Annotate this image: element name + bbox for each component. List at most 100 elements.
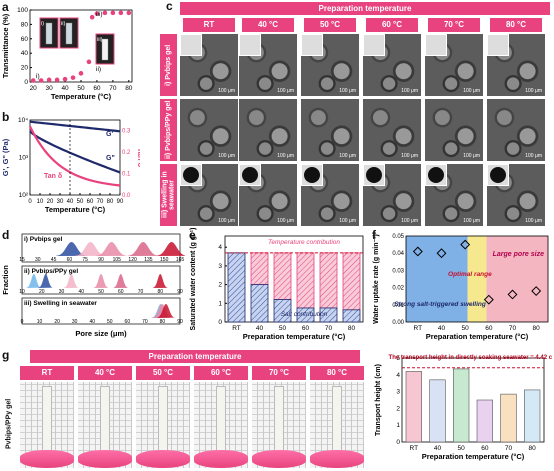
a-point — [102, 10, 108, 16]
c-scale-bar: 100 μm — [218, 88, 235, 94]
b-ylabel: G', G" (Pa) — [1, 138, 10, 176]
d-tick-label: 70 — [142, 319, 148, 325]
g-bar — [453, 368, 470, 443]
c-inset-photo — [180, 34, 202, 56]
d-tick-label: 135 — [144, 257, 153, 263]
g-column-header: 60 °C — [194, 366, 248, 380]
g-ytick-label: 3 — [396, 389, 400, 396]
d-tick-label: 60 — [125, 319, 131, 325]
a-point — [70, 75, 76, 80]
c-row-label: ii) Pvbips/PPy gel — [160, 99, 177, 161]
c-scale-bar: 100 μm — [277, 153, 294, 159]
e-ytick-label: 4 — [218, 244, 222, 251]
b-xtick-label: 70 — [97, 199, 104, 205]
b-ytick-left: 10⁴ — [18, 117, 28, 124]
b-xtick-label: 50 — [77, 199, 84, 205]
a-point — [54, 77, 60, 83]
c-inset-sample — [242, 167, 258, 183]
panel-b: b 0 10 20 30 40 50 60 70 80 90 10² 10³ 10⁴ 0.0 0.1 0.2 0… — [0, 110, 145, 225]
c-inset-photo — [425, 164, 447, 186]
d-tick-label: 10 — [37, 319, 43, 325]
d-tick-label: 75 — [82, 257, 88, 263]
panel-c: c Preparation temperature RT 40 °C 50 °C 60… — [140, 0, 554, 226]
d-tick-label: 120 — [128, 257, 137, 263]
chart-d: i) Pvbips gel 15 30 45 60 75 90 105 120 135 150 165… — [1, 233, 188, 338]
panel-label-g: g — [2, 348, 10, 362]
d-tick-label: 15 — [19, 257, 25, 263]
c-scale-bar: 100 μm — [525, 218, 542, 224]
c-scale-bar: 100 μm — [277, 88, 294, 94]
d-peak — [93, 274, 109, 288]
b-xtick-label: 10 — [37, 199, 44, 205]
f-xtick-label: 50 — [462, 325, 470, 332]
chart-b: 0 10 20 30 40 50 60 70 80 90 10² 10³ 10⁴ 0.0 0.1 0.2 0.3… — [1, 117, 145, 214]
d-tick-label: 20 — [39, 289, 45, 295]
g-seawater-dish — [136, 450, 190, 468]
e-ylabel: Saturated water content (g g⁻¹) — [190, 228, 197, 330]
g-gel-strip — [216, 386, 226, 452]
d-tick-label: 40 — [78, 289, 84, 295]
e-bar-salt — [250, 284, 269, 323]
e-xtick-label: 40 — [256, 325, 264, 332]
c-inset-photo — [487, 164, 509, 186]
c-inset-photo — [301, 34, 323, 56]
f-point — [460, 239, 471, 250]
f-ytick-label: 0.02 — [392, 286, 404, 292]
a-xtick-label: 40 — [61, 85, 69, 92]
d-peak — [152, 274, 168, 288]
c-sem-image: 100 μm — [239, 164, 297, 226]
e-top-note: Temperature contribution — [268, 239, 340, 246]
a-point — [126, 10, 132, 16]
d-tick-label: 60 — [67, 257, 73, 263]
d-tick-label: 10 — [19, 289, 25, 295]
a-point — [118, 10, 124, 16]
e-bar-temperature — [296, 252, 315, 309]
b-ytick-right: 0.1 — [122, 172, 131, 178]
b-xtick-label: 20 — [47, 199, 54, 205]
a-ytick-label: 80 — [21, 21, 29, 28]
c-header: Preparation temperature — [180, 2, 550, 15]
g-row-label: Pvbips/PPy gel — [5, 398, 13, 450]
c-row-label: iii) Swelling in seawater — [160, 164, 177, 226]
d-frame — [21, 297, 181, 325]
b-ytick-right: 0.2 — [122, 150, 131, 156]
c-inset-sample — [304, 167, 320, 183]
a-point — [78, 71, 84, 76]
b-legend-gprime: G' — [106, 131, 113, 138]
c-sem-image: 100 μm — [363, 34, 421, 96]
g-photo — [252, 382, 306, 468]
g-seawater-dish — [20, 450, 74, 468]
g-ylabel: Transport height (cm) — [375, 364, 382, 436]
c-sem-image: 100 μm — [487, 34, 545, 96]
g-column-header: 80 °C — [310, 366, 364, 380]
c-inset-sample — [366, 167, 382, 183]
c-scale-bar: 100 μm — [277, 218, 294, 224]
f-ytick-label: 0.05 — [392, 234, 404, 240]
b-xtick-label: 80 — [107, 199, 114, 205]
g-bar — [524, 389, 541, 443]
c-row-label: i) Pvbips gel — [160, 34, 177, 96]
a-point — [46, 77, 52, 83]
d-frame — [21, 265, 181, 295]
g-ytick-label: 5 — [396, 355, 400, 362]
d-peak — [127, 242, 159, 256]
c-column-header: RT — [183, 18, 235, 32]
f-note-large: Large pore size — [493, 251, 544, 258]
panel-a: a 20 30 40 50 60 70 80 0 20 40 60 80 100 Temperature … — [0, 0, 140, 110]
e-xtick-label: RT — [232, 325, 241, 332]
d-peak — [63, 274, 79, 288]
a-point — [86, 59, 92, 65]
c-scale-bar: 100 μm — [339, 88, 356, 94]
d-peak — [156, 304, 175, 318]
c-inset-photo — [239, 34, 261, 56]
panel-label-e: e — [189, 228, 196, 242]
d-peak — [55, 242, 88, 256]
f-xtick-label: 60 — [485, 325, 493, 332]
g-xlabel: Preparation temperature (°C) — [422, 452, 525, 461]
g-ytick-label: 4 — [396, 372, 400, 379]
c-sem-image: 100 μm — [301, 164, 359, 226]
c-column-header: 40 °C — [242, 18, 294, 32]
f-point — [436, 248, 447, 259]
f-note-salt: Strong salt-triggered swelling — [394, 301, 486, 308]
chart-e: 0 1 2 3 4 RT 40 50 60 70 80 Temperature contributio… — [190, 228, 364, 341]
